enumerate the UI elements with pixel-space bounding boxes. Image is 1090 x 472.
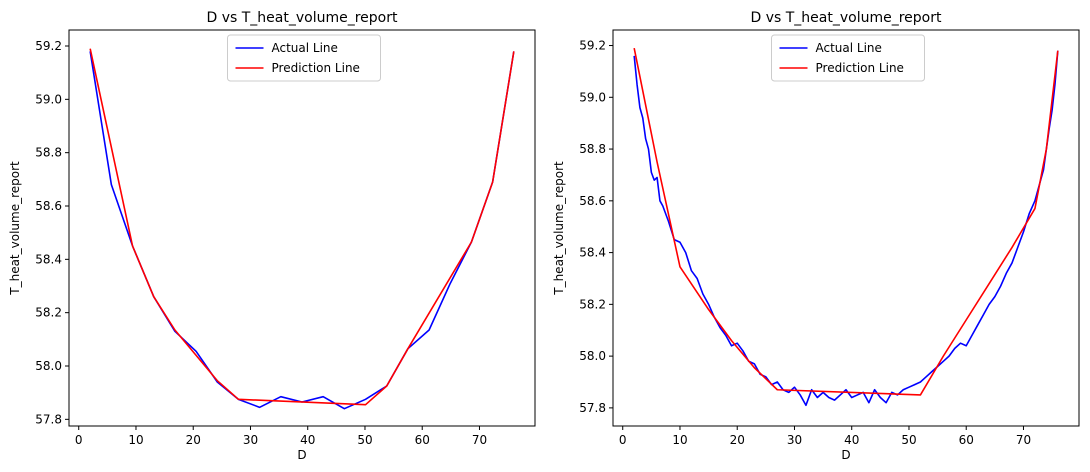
x-tick-label: 20	[186, 433, 201, 447]
y-tick-label: 59.2	[579, 39, 606, 53]
y-tick-label: 58.0	[35, 359, 62, 373]
x-tick-label: 70	[472, 433, 487, 447]
y-tick-label: 58.8	[35, 146, 62, 160]
x-tick-label: 0	[75, 433, 83, 447]
y-tick-label: 57.8	[579, 401, 606, 415]
chart-panel-1: 0 10 20 30 40 50 60 70 57.8 58.0 58.2 58.4 58.6 58.8 5…	[8, 10, 536, 462]
x-tick-label: 70	[1016, 433, 1031, 447]
y-tick-label: 59.2	[35, 39, 62, 53]
legend-label: Prediction Line	[272, 61, 360, 75]
axes-frame	[68, 29, 536, 427]
series-line-actual-line	[89, 51, 515, 410]
y-axis-label: T_heat_volume_report	[552, 161, 566, 296]
chart-title: D vs T_heat_volume_report	[751, 10, 943, 26]
x-tick-label: 10	[672, 433, 687, 447]
y-tick-label: 58.0	[579, 349, 606, 363]
y-tick-label: 58.8	[579, 142, 606, 156]
y-tick-label: 58.6	[35, 199, 62, 213]
y-tick-label: 58.2	[579, 297, 606, 311]
y-tick-label: 57.8	[35, 412, 62, 426]
x-axis-label: D	[297, 448, 306, 462]
x-tick-label: 50	[357, 433, 372, 447]
series-line-prediction-line	[633, 47, 1059, 396]
legend-label: Actual Line	[272, 41, 338, 55]
x-tick-label: 60	[415, 433, 430, 447]
x-tick-label: 10	[128, 433, 143, 447]
x-tick-label: 40	[300, 433, 315, 447]
y-axis-label: T_heat_volume_report	[8, 161, 22, 296]
axes-frame	[612, 29, 1080, 427]
x-axis-label: D	[841, 448, 850, 462]
x-tick-label: 0	[619, 433, 627, 447]
series-line-prediction-line	[89, 48, 515, 406]
x-tick-label: 40	[844, 433, 859, 447]
legend-label: Prediction Line	[816, 61, 904, 75]
chart-panel-2: 0 10 20 30 40 50 60 70 57.8 58.0 58.2 58.4 58.6 58.8 5…	[552, 10, 1080, 462]
x-tick-label: 30	[787, 433, 802, 447]
y-tick-label: 59.0	[35, 92, 62, 106]
y-tick-label: 59.0	[579, 90, 606, 104]
series-line-actual-line	[633, 50, 1059, 407]
legend-box	[227, 34, 381, 82]
x-tick-label: 60	[959, 433, 974, 447]
legend-box	[771, 34, 925, 82]
y-tick-label: 58.2	[35, 306, 62, 320]
legend-label: Actual Line	[816, 41, 882, 55]
x-tick-label: 50	[901, 433, 916, 447]
legend: Actual Line Prediction Line	[227, 34, 381, 82]
legend: Actual Line Prediction Line	[771, 34, 925, 82]
x-tick-label: 20	[730, 433, 745, 447]
chart-title: D vs T_heat_volume_report	[207, 10, 399, 26]
y-tick-label: 58.4	[579, 246, 606, 260]
y-tick-label: 58.4	[35, 252, 62, 266]
y-tick-label: 58.6	[579, 194, 606, 208]
x-tick-label: 30	[243, 433, 258, 447]
